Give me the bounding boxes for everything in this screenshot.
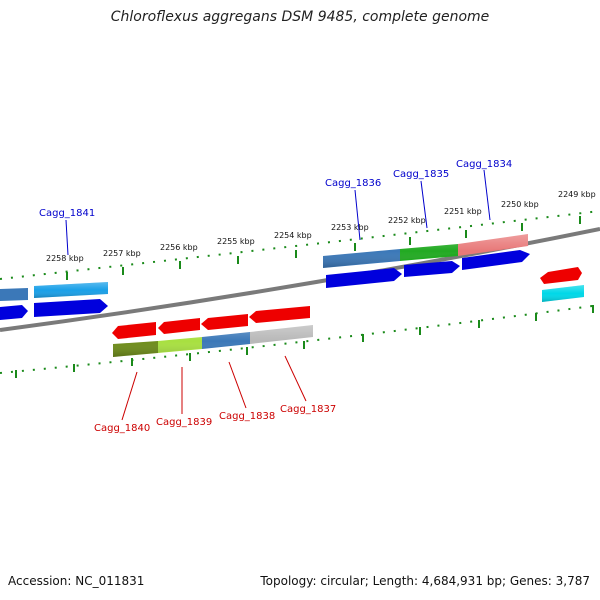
tick-label: 2252 kbp (388, 216, 426, 225)
gene-arrow (112, 322, 156, 339)
topology-info: Topology: circular; Length: 4,684,931 bp… (260, 574, 590, 588)
outer-ruler: 2249 kbp 2250 kbp 2251 kbp 2252 kbp 2253… (0, 190, 600, 280)
map-title: Chloroflexus aggregans DSM 9485, complet… (110, 9, 490, 25)
tick-label: 2254 kbp (274, 231, 312, 240)
gene-arrow (34, 299, 108, 317)
accession-info: Accession: NC_011831 (8, 574, 145, 588)
gene-label-cagg-1836[interactable]: Cagg_1836 (325, 178, 381, 189)
gene-arrow (326, 268, 402, 288)
gene-arrow (0, 305, 28, 320)
gene-label-cagg-1834[interactable]: Cagg_1834 (456, 159, 512, 170)
tick-label: 2255 kbp (217, 237, 255, 246)
gene-arrow (158, 318, 200, 334)
gene-label-cagg-1840[interactable]: Cagg_1840 (94, 423, 150, 434)
gene-arrow (462, 250, 530, 270)
tick-label: 2250 kbp (501, 200, 539, 209)
tick-label: 2258 kbp (46, 254, 84, 263)
gene-label-cagg-1841[interactable]: Cagg_1841 (39, 208, 95, 219)
forward-label-leaders (65, 169, 491, 256)
tick-label: 2249 kbp (558, 190, 596, 199)
inner-ruler (0, 304, 600, 378)
reverse-label-leaders (121, 355, 307, 421)
gene-label-cagg-1839[interactable]: Cagg_1839 (156, 417, 212, 428)
gene-label-cagg-1837[interactable]: Cagg_1837 (280, 404, 336, 415)
tick-label: 2256 kbp (160, 243, 198, 252)
gene-feature (0, 288, 28, 301)
tick-label: 2257 kbp (103, 249, 141, 258)
gene-arrow (249, 306, 310, 323)
gene-label-cagg-1838[interactable]: Cagg_1838 (219, 411, 275, 422)
gene-shading (34, 234, 584, 357)
gene-arrow (201, 314, 248, 330)
tick-label: 2253 kbp (331, 223, 369, 232)
tick-label: 2251 kbp (444, 207, 482, 216)
gene-arrow (404, 261, 460, 277)
gene-arrow (540, 267, 582, 284)
gene-label-cagg-1835[interactable]: Cagg_1835 (393, 169, 449, 180)
